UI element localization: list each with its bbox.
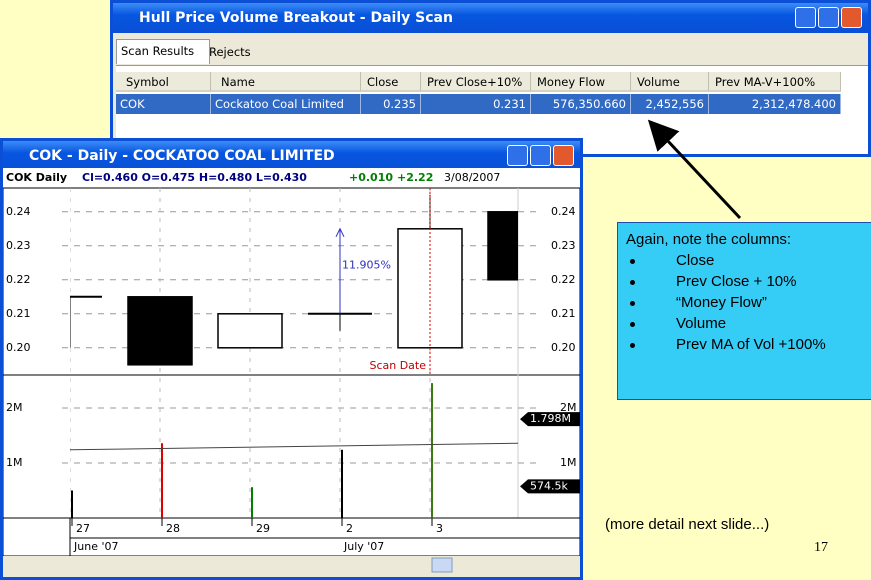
minimize[interactable] — [507, 145, 528, 166]
table-cell: COK — [116, 94, 211, 114]
callout-heading: Again, note the columns: — [626, 231, 792, 248]
bullet-dot — [630, 259, 635, 264]
bullet-dot — [630, 280, 635, 285]
candle-body — [487, 211, 518, 281]
y-tick-label: 0.20 — [551, 341, 576, 354]
month-label: June '07 — [73, 540, 118, 553]
scan-date-label: Scan Date — [369, 359, 426, 372]
info-percent: +2.22 — [397, 171, 433, 184]
date-axis — [3, 517, 580, 557]
marker-label: 1.798M — [530, 412, 571, 425]
y-tick-label: 0.24 — [551, 205, 576, 218]
table-cell: Cockatoo Coal Limited — [211, 94, 361, 114]
bullet-text: Volume — [676, 315, 727, 332]
table-cell: 2,312,478.400 — [709, 94, 841, 114]
y-tick-label: 1M — [560, 456, 577, 469]
bullet: Close — [626, 252, 871, 269]
scroll-thumb[interactable] — [431, 557, 453, 573]
bullet-dot — [630, 301, 635, 306]
info-symbol: COK Daily — [6, 171, 67, 184]
bullet: “Money Flow” — [626, 294, 871, 311]
candle-body — [127, 296, 193, 366]
y-tick-label: 1M — [6, 456, 23, 469]
minimize[interactable] — [795, 7, 816, 28]
bullet-text: “Money Flow” — [676, 294, 767, 311]
table-cell: 576,350.660 — [531, 94, 631, 114]
info-bar — [3, 168, 580, 188]
scrollbar[interactable] — [3, 556, 580, 574]
info-ohlc: Cl=0.460 O=0.475 H=0.480 L=0.430 — [82, 171, 307, 184]
info-change: +0.010 — [349, 171, 393, 184]
x-tick-label: 3 — [436, 522, 443, 535]
y-tick-label: 0.24 — [6, 205, 31, 218]
column-header: Money Flow — [531, 72, 631, 92]
close[interactable] — [553, 145, 574, 166]
bullet-text: Prev Close + 10% — [676, 273, 797, 290]
y-tick-label: 0.22 — [6, 273, 31, 286]
bullet: Prev MA of Vol +100% — [626, 336, 871, 353]
column-header: Prev MA-V+100% — [709, 72, 841, 92]
y-tick-label: 0.21 — [6, 307, 31, 320]
close[interactable] — [841, 7, 862, 28]
bullet-text: Prev MA of Vol +100% — [676, 336, 826, 353]
bullet-text: Close — [676, 252, 715, 269]
y-tick-label: 0.22 — [551, 273, 576, 286]
y-tick-label: 0.23 — [551, 239, 576, 252]
chart-title: COK - Daily - COCKATOO COAL LIMITED — [29, 148, 335, 164]
column-header: Symbol — [116, 72, 211, 92]
page-number: 17 — [814, 540, 828, 555]
tab[interactable]: Scan Results — [116, 39, 210, 64]
info-date: 3/08/2007 — [444, 171, 500, 184]
column-header: Name — [211, 72, 361, 92]
bullet: Volume — [626, 315, 871, 332]
scan-window: Hull Price Volume Breakout - Daily Scan … — [110, 0, 871, 157]
table-cell: 2,452,556 — [631, 94, 709, 114]
candles — [70, 188, 518, 518]
arrow-head — [335, 227, 345, 238]
moving-average — [70, 442, 518, 451]
x-tick-label: 29 — [256, 522, 270, 535]
marker-label: 574.5k — [530, 479, 568, 492]
y-tick-label: 0.21 — [551, 307, 576, 320]
chart: COK Daily Cl=0.460 O=0.475 H=0.480 L=0.4… — [3, 168, 580, 574]
x-tick-label: 2 — [346, 522, 353, 535]
table-cell: 0.231 — [421, 94, 531, 114]
bullet-dot — [630, 322, 635, 327]
marker-tag — [520, 412, 580, 427]
month-label: July '07 — [343, 540, 384, 553]
x-tick-label: 28 — [166, 522, 180, 535]
y-tick-label: 2M — [6, 401, 23, 414]
change-label: 11.905% — [342, 258, 391, 271]
scan-title: Hull Price Volume Breakout - Daily Scan — [139, 10, 453, 26]
marker-tag — [520, 479, 580, 494]
scan-title-bar: Hull Price Volume Breakout - Daily Scan — [113, 3, 868, 33]
y-tick-label: 0.23 — [6, 239, 31, 252]
column-header: Prev Close+10% — [421, 72, 531, 92]
y-tick-label: 0.20 — [6, 341, 31, 354]
tab[interactable]: Rejects — [209, 45, 251, 59]
scan-table: Symbol COK Name Cockatoo Coal Limited Close 0… — [116, 65, 868, 154]
candle-body — [217, 313, 283, 349]
note: (more detail next slide...) — [605, 516, 770, 533]
maximize[interactable] — [818, 7, 839, 28]
y-tick-label: 2M — [560, 401, 577, 414]
callout: Again, note the columns: Close Prev Close… — [617, 222, 871, 400]
chart-title-bar: COK - Daily - COCKATOO COAL LIMITED — [3, 141, 580, 171]
column-header: Volume — [631, 72, 709, 92]
maximize[interactable] — [530, 145, 551, 166]
x-tick-label: 27 — [76, 522, 90, 535]
table-cell: 0.235 — [361, 94, 421, 114]
bullet: Prev Close + 10% — [626, 273, 871, 290]
bullet-dot — [630, 343, 635, 348]
column-header: Close — [361, 72, 421, 92]
